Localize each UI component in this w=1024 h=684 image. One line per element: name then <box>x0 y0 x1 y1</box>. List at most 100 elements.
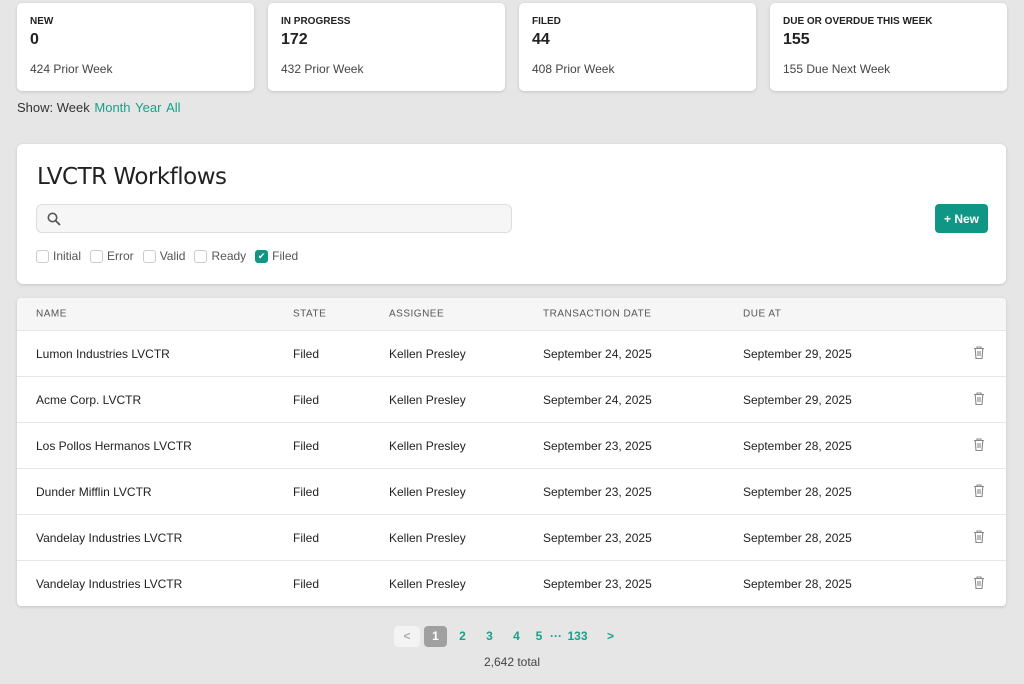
workflows-panel: LVCTR Workflows + New Initial Error Vali… <box>17 144 1006 284</box>
cell-due-at: September 28, 2025 <box>743 576 852 591</box>
cell-state: Filed <box>293 576 320 591</box>
page-3[interactable]: 3 <box>486 629 493 643</box>
cell-name[interactable]: Dunder Mifflin LVCTR <box>36 484 152 499</box>
filter-label: Valid <box>159 249 186 263</box>
ellipsis: ··· <box>550 629 562 643</box>
header-name[interactable]: NAME <box>36 308 67 320</box>
trash-icon[interactable] <box>973 575 985 592</box>
period-year[interactable]: Year <box>135 100 162 115</box>
cell-assignee: Kellen Presley <box>389 576 466 591</box>
trash-icon[interactable] <box>973 483 985 500</box>
checkbox[interactable] <box>36 249 49 263</box>
period-month[interactable]: Month <box>94 100 131 115</box>
cell-assignee: Kellen Presley <box>389 530 466 545</box>
page-1[interactable]: 1 <box>424 626 447 647</box>
filter-label: Error <box>107 249 134 263</box>
cell-state: Filed <box>293 438 320 453</box>
trash-icon[interactable] <box>973 345 985 362</box>
filter-label: Filed <box>272 249 299 263</box>
cell-name[interactable]: Vandelay Industries LVCTR <box>36 530 183 545</box>
filter-label: Ready <box>211 249 247 263</box>
cell-state: Filed <box>293 392 320 407</box>
cell-assignee: Kellen Presley <box>389 346 466 361</box>
cell-assignee: Kellen Presley <box>389 392 466 407</box>
cell-transaction-date: September 24, 2025 <box>543 346 652 361</box>
table-header: NAME STATE ASSIGNEE TRANSACTION DATE DUE… <box>17 298 1006 330</box>
new-workflow-button[interactable]: + New <box>935 204 988 233</box>
show-label: Show: <box>17 100 54 115</box>
page-4[interactable]: 4 <box>513 629 520 643</box>
filter-error[interactable]: Error <box>90 249 134 263</box>
filter-valid[interactable]: Valid <box>142 249 186 263</box>
prev-page-button[interactable]: < <box>394 626 420 647</box>
trash-icon[interactable] <box>973 391 985 408</box>
trash-icon[interactable] <box>973 437 985 454</box>
stat-card-filed: FILED 44 408 Prior Week <box>519 3 756 91</box>
page-last[interactable]: 133 <box>567 629 588 643</box>
cell-transaction-date: September 23, 2025 <box>543 484 652 499</box>
checkbox-checked[interactable]: ✔ <box>255 249 269 263</box>
cell-state: Filed <box>293 530 320 545</box>
header-due-at[interactable]: DUE AT <box>743 308 782 320</box>
cell-due-at: September 29, 2025 <box>743 392 852 407</box>
table-row[interactable]: Dunder Mifflin LVCTR Filed Kellen Presley S… <box>17 468 1006 514</box>
pagination: < 1 2 3 4 5 ··· 133 > <box>394 626 626 647</box>
card-value: 172 <box>281 31 308 48</box>
card-prior: 408 Prior Week <box>532 62 615 76</box>
filter-label: Initial <box>53 249 82 263</box>
total-count: 2,642 total <box>483 655 541 669</box>
period-week[interactable]: Week <box>56 100 90 115</box>
table-row[interactable]: Acme Corp. LVCTR Filed Kellen Presley Septe… <box>17 376 1006 422</box>
table-row[interactable]: Los Pollos Hermanos LVCTR Filed Kellen Pre… <box>17 422 1006 468</box>
card-value: 44 <box>532 31 550 48</box>
filter-filed[interactable]: ✔ Filed <box>255 249 298 263</box>
state-filters: Initial Error Valid Ready ✔ Filed <box>36 249 298 263</box>
card-prior: 424 Prior Week <box>30 62 113 76</box>
card-title: DUE OR OVERDUE THIS WEEK <box>783 16 933 27</box>
stat-card-in-progress: IN PROGRESS 172 432 Prior Week <box>268 3 505 91</box>
header-assignee[interactable]: ASSIGNEE <box>389 308 445 320</box>
cell-due-at: September 28, 2025 <box>743 438 852 453</box>
table-row[interactable]: Lumon Industries LVCTR Filed Kellen Presle… <box>17 330 1006 376</box>
card-title: FILED <box>532 16 561 27</box>
cell-due-at: September 28, 2025 <box>743 530 852 545</box>
cell-name[interactable]: Acme Corp. LVCTR <box>36 392 142 407</box>
page-5[interactable]: 5 <box>535 629 543 643</box>
cell-name[interactable]: Lumon Industries LVCTR <box>36 346 170 361</box>
filter-ready[interactable]: Ready <box>194 249 246 263</box>
period-all[interactable]: All <box>166 100 181 115</box>
header-state[interactable]: STATE <box>293 308 327 320</box>
page-2[interactable]: 2 <box>459 629 466 643</box>
cell-transaction-date: September 23, 2025 <box>543 576 652 591</box>
checkbox[interactable] <box>142 249 156 263</box>
cell-transaction-date: September 24, 2025 <box>543 392 652 407</box>
table-row[interactable]: Vandelay Industries LVCTR Filed Kellen Pre… <box>17 514 1006 560</box>
card-prior: 432 Prior Week <box>281 62 364 76</box>
next-page-button[interactable]: > <box>606 629 614 643</box>
table-row[interactable]: Vandelay Industries LVCTR Filed Kellen Pre… <box>17 560 1006 606</box>
cell-transaction-date: September 23, 2025 <box>543 530 652 545</box>
cell-state: Filed <box>293 484 320 499</box>
stat-card-new: NEW 0 424 Prior Week <box>17 3 254 91</box>
filter-initial[interactable]: Initial <box>36 249 81 263</box>
cell-name[interactable]: Vandelay Industries LVCTR <box>36 576 183 591</box>
search-box[interactable] <box>36 204 512 233</box>
header-transaction-date[interactable]: TRANSACTION DATE <box>543 308 652 320</box>
page-title: LVCTR Workflows <box>37 164 227 190</box>
stat-card-due: DUE OR OVERDUE THIS WEEK 155 155 Due Nex… <box>770 3 1007 91</box>
card-title: IN PROGRESS <box>281 16 351 27</box>
period-selector: Show: Week Month Year All <box>17 100 181 115</box>
search-input[interactable] <box>71 205 511 232</box>
workflows-table: NAME STATE ASSIGNEE TRANSACTION DATE DUE… <box>17 298 1006 606</box>
checkbox[interactable] <box>90 249 104 263</box>
cell-state: Filed <box>293 346 320 361</box>
cell-name[interactable]: Los Pollos Hermanos LVCTR <box>36 438 192 453</box>
card-value: 155 <box>783 31 810 48</box>
trash-icon[interactable] <box>973 529 985 546</box>
card-value: 0 <box>30 31 39 48</box>
cell-due-at: September 29, 2025 <box>743 346 852 361</box>
card-prior: 155 Due Next Week <box>783 62 891 76</box>
card-title: NEW <box>30 16 54 27</box>
cell-due-at: September 28, 2025 <box>743 484 852 499</box>
checkbox[interactable] <box>194 249 208 263</box>
